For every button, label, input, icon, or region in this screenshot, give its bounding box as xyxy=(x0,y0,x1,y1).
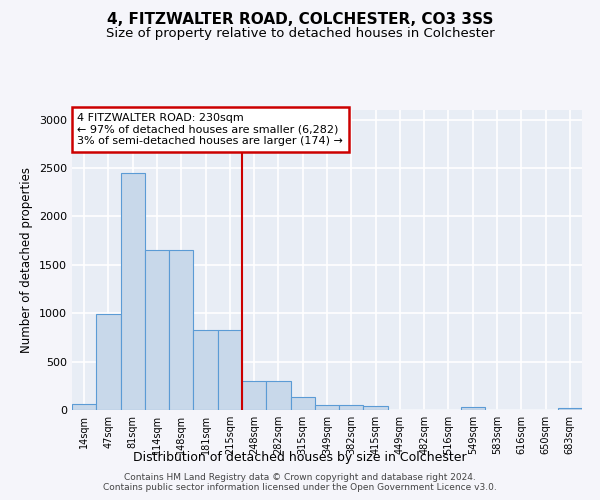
Y-axis label: Number of detached properties: Number of detached properties xyxy=(20,167,34,353)
Bar xyxy=(364,406,388,410)
Text: 4, FITZWALTER ROAD, COLCHESTER, CO3 3SS: 4, FITZWALTER ROAD, COLCHESTER, CO3 3SS xyxy=(107,12,493,28)
Bar xyxy=(290,397,315,410)
Bar xyxy=(315,404,339,410)
Bar xyxy=(266,381,290,410)
Text: 4 FITZWALTER ROAD: 230sqm
← 97% of detached houses are smaller (6,282)
3% of sem: 4 FITZWALTER ROAD: 230sqm ← 97% of detac… xyxy=(77,113,343,146)
Bar xyxy=(242,381,266,410)
Bar xyxy=(169,250,193,410)
Bar xyxy=(193,330,218,410)
Text: Contains HM Land Registry data © Crown copyright and database right 2024.
Contai: Contains HM Land Registry data © Crown c… xyxy=(103,473,497,492)
Bar xyxy=(558,408,582,410)
Bar xyxy=(461,406,485,410)
Bar xyxy=(121,173,145,410)
Bar xyxy=(145,250,169,410)
Text: Distribution of detached houses by size in Colchester: Distribution of detached houses by size … xyxy=(133,451,467,464)
Bar xyxy=(72,404,96,410)
Bar xyxy=(218,330,242,410)
Bar xyxy=(96,314,121,410)
Bar xyxy=(339,404,364,410)
Text: Size of property relative to detached houses in Colchester: Size of property relative to detached ho… xyxy=(106,28,494,40)
